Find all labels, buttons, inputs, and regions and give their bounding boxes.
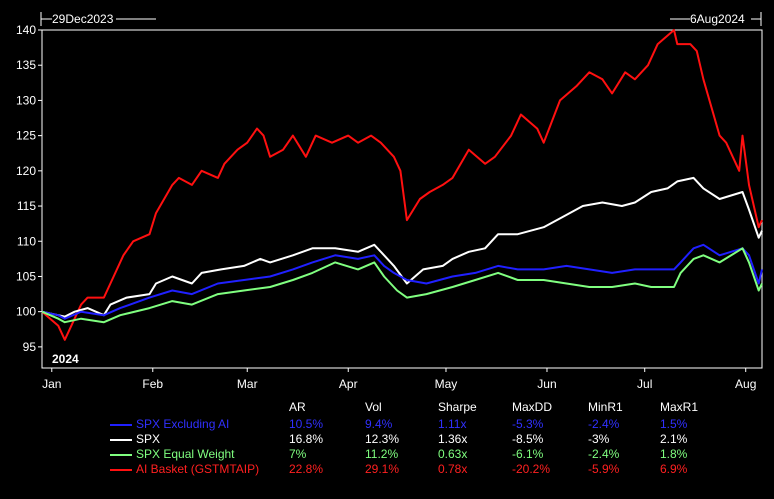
y-tick-label: 125 — [16, 129, 36, 143]
legend-stat-value: -5.9% — [588, 462, 620, 476]
series-line — [41, 176, 763, 318]
legend-stat-value: -2.4% — [588, 417, 620, 431]
legend-stat-value: 7% — [289, 447, 307, 461]
line-chart: 95 100 105 110 115 120 125 130 135 140 Jan Feb Mar A… — [16, 23, 763, 391]
legend-stat-value: -2.4% — [588, 447, 620, 461]
legend-series-name: SPX Excluding AI — [136, 417, 230, 431]
legend-stat-value: 10.5% — [289, 417, 324, 431]
legend-stat-value: 0.63x — [438, 447, 468, 461]
x-tick-label: Mar — [237, 377, 258, 391]
legend-stat-value: 22.8% — [289, 462, 324, 476]
x-tick-label: Feb — [142, 377, 163, 391]
end-date-rule — [670, 18, 690, 20]
legend-stat-value: 9.4% — [365, 417, 393, 431]
year-label: 2024 — [52, 352, 79, 366]
legend-header-maxdd: MaxDD — [512, 400, 553, 414]
series-line — [41, 247, 763, 324]
legend-stat-value: -5.3% — [512, 417, 544, 431]
y-tick-label: 110 — [17, 234, 36, 248]
end-date-text: 6Aug2024 — [690, 12, 745, 26]
start-date-rule — [116, 18, 156, 20]
series-line — [41, 243, 763, 320]
series-lines — [41, 29, 763, 341]
left-bracket-icon — [40, 12, 52, 26]
legend-stat-value: 1.36x — [438, 432, 468, 446]
y-tick-label: 100 — [16, 305, 36, 319]
legend-stat-value: -6.1% — [512, 447, 544, 461]
legend-stat-value: -8.5% — [512, 432, 544, 446]
legend-row: SPX Excluding AI 10.5% 9.4% 1.11x -5.3% -2.4%… — [0, 417, 774, 432]
y-axis: 95 100 105 110 115 120 125 130 135 140 — [16, 23, 42, 354]
legend-stat-value: 1.8% — [660, 447, 688, 461]
legend-stat-value: 1.11x — [438, 417, 467, 431]
x-tick-label: Jul — [637, 377, 652, 391]
y-tick-label: 115 — [17, 199, 36, 213]
legend-row: AI Basket (GSTMTAIP) 22.8% 29.1% 0.78x -20.2… — [0, 462, 774, 477]
legend-stat-value: 0.78x — [438, 462, 468, 476]
legend-series-name: SPX — [136, 432, 161, 446]
x-tick-label: Aug — [735, 377, 756, 391]
x-tick-label: Apr — [339, 377, 358, 391]
plot-frame — [41, 29, 763, 369]
legend-swatch — [110, 454, 132, 456]
y-tick-label: 140 — [16, 23, 36, 37]
y-tick-label: 105 — [16, 269, 36, 283]
legend-header-sharpe: Sharpe — [438, 400, 477, 414]
x-axis: Jan Feb Mar Apr May Jun Jul Aug — [42, 368, 756, 391]
legend-header-vol: Vol — [365, 400, 382, 414]
legend-header-maxr1: MaxR1 — [660, 400, 699, 414]
x-tick-label: Jan — [42, 377, 61, 391]
x-tick-label: Jun — [537, 377, 556, 391]
legend-swatch — [110, 424, 132, 426]
legend-header-minr1: MinR1 — [588, 400, 623, 414]
legend-stat-value: 2.1% — [660, 432, 688, 446]
y-tick-label: 135 — [16, 58, 36, 72]
legend-row: SPX 16.8% 12.3% 1.36x -8.5% -3% 2.1% — [0, 432, 774, 447]
right-bracket-icon — [751, 12, 762, 26]
start-date-text: 29Dec2023 — [52, 12, 114, 26]
y-tick-label: 95 — [23, 340, 37, 354]
legend-stat-value: 1.5% — [660, 417, 688, 431]
series-line — [41, 29, 763, 341]
legend-header-ar: AR — [289, 400, 306, 414]
legend-stat-value: -3% — [588, 432, 610, 446]
legend-series-name: AI Basket (GSTMTAIP) — [136, 462, 260, 476]
legend-swatch — [110, 469, 132, 471]
legend-stat-value: 16.8% — [289, 432, 324, 446]
y-tick-label: 120 — [16, 164, 36, 178]
legend-row: SPX Equal Weight 7% 11.2% 0.63x -6.1% -2.4% 1.… — [0, 447, 774, 462]
x-tick-label: May — [435, 377, 458, 391]
legend-table: AR Vol Sharpe MaxDD MinR1 MaxR1 SPX Excl… — [0, 400, 774, 495]
legend-stat-value: 11.2% — [365, 447, 399, 461]
legend-stat-value: 12.3% — [365, 432, 400, 446]
y-tick-label: 130 — [16, 93, 36, 107]
legend-series-name: SPX Equal Weight — [136, 447, 235, 461]
legend-stat-value: 29.1% — [365, 462, 400, 476]
legend-stat-value: -20.2% — [512, 462, 551, 476]
legend-swatch — [110, 439, 132, 441]
legend-stat-value: 6.9% — [660, 462, 688, 476]
